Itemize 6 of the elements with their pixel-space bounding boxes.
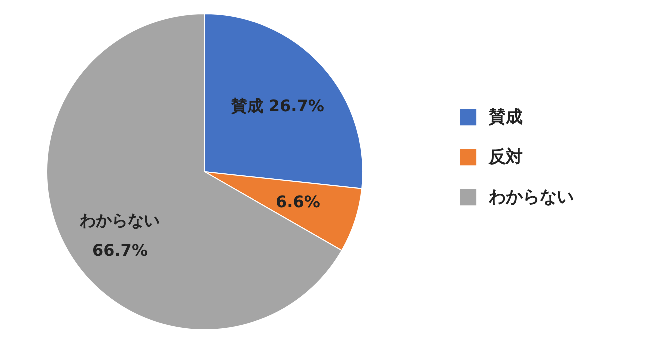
legend-label: わからない <box>488 188 574 208</box>
data-label: 賛成 26.7% <box>230 96 324 116</box>
legend-label: 反対 <box>488 148 523 168</box>
data-label: わからない 66.7% <box>79 211 160 260</box>
data-label: 6.6% <box>276 192 320 212</box>
legend-label: 賛成 <box>488 108 523 128</box>
